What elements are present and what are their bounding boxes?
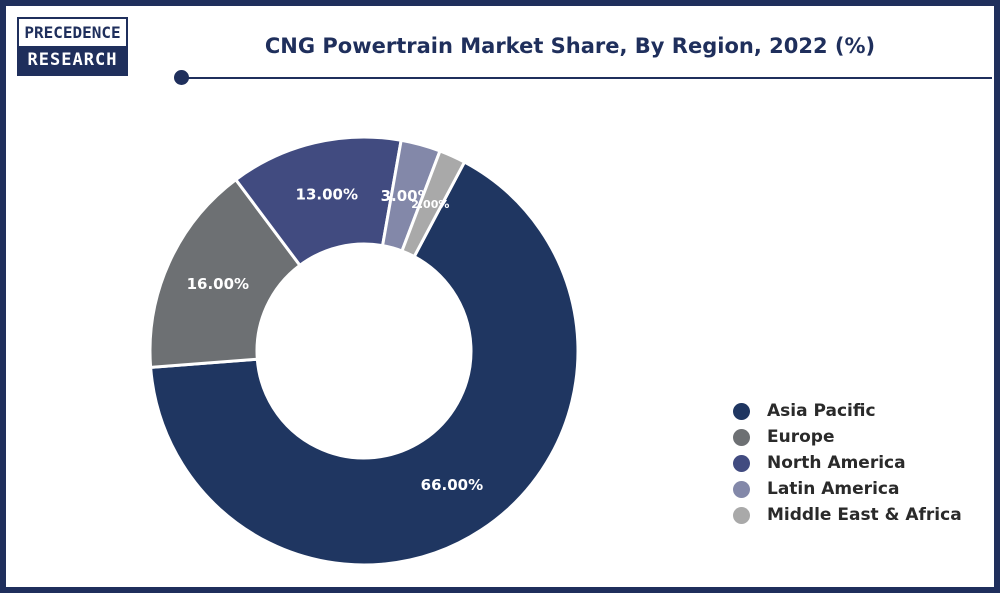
- legend-swatch-latin-america: [733, 480, 750, 498]
- legend-label-middle-east-africa: Middle East & Africa: [767, 505, 962, 525]
- slice-asia-pacific: [149, 160, 580, 567]
- legend-label-europe: Europe: [767, 427, 835, 447]
- logo-line-2: RESEARCH: [19, 46, 126, 74]
- title-bullet-dot: [174, 70, 189, 85]
- legend-item-asia-pacific: Asia Pacific: [733, 398, 962, 424]
- legend-item-latin-america: Latin America: [733, 476, 962, 502]
- legend-swatch-north-america: [733, 454, 750, 472]
- slice-middle-east-africa: [400, 149, 467, 259]
- data-label-europe: 16.00%: [187, 275, 249, 293]
- data-label-latin-america: 3.00%: [381, 187, 433, 205]
- legend-item-north-america: North America: [733, 450, 962, 476]
- legend-swatch-asia-pacific: [733, 402, 750, 420]
- data-label-north-america: 13.00%: [296, 185, 358, 203]
- legend-label-asia-pacific: Asia Pacific: [767, 401, 876, 421]
- slice-europe: [148, 177, 303, 370]
- legend-swatch-europe: [733, 428, 750, 446]
- chart-legend: Asia Pacific Europe North America Latin Ame…: [733, 398, 962, 528]
- legend-label-north-america: North America: [767, 453, 906, 473]
- data-label-asia-pacific: 66.00%: [421, 476, 483, 494]
- legend-item-middle-east-africa: Middle East & Africa: [733, 502, 962, 528]
- legend-swatch-middle-east-africa: [733, 506, 750, 524]
- title-underline: [182, 77, 992, 79]
- legend-item-europe: Europe: [733, 424, 962, 450]
- legend-label-latin-america: Latin America: [767, 479, 900, 499]
- data-label-middle-east-africa: 2.00%: [411, 198, 449, 211]
- chart-title: CNG Powertrain Market Share, By Region, …: [264, 34, 876, 58]
- brand-logo: PRECEDENCE RESEARCH: [17, 17, 128, 76]
- logo-line-1: PRECEDENCE: [24, 23, 121, 42]
